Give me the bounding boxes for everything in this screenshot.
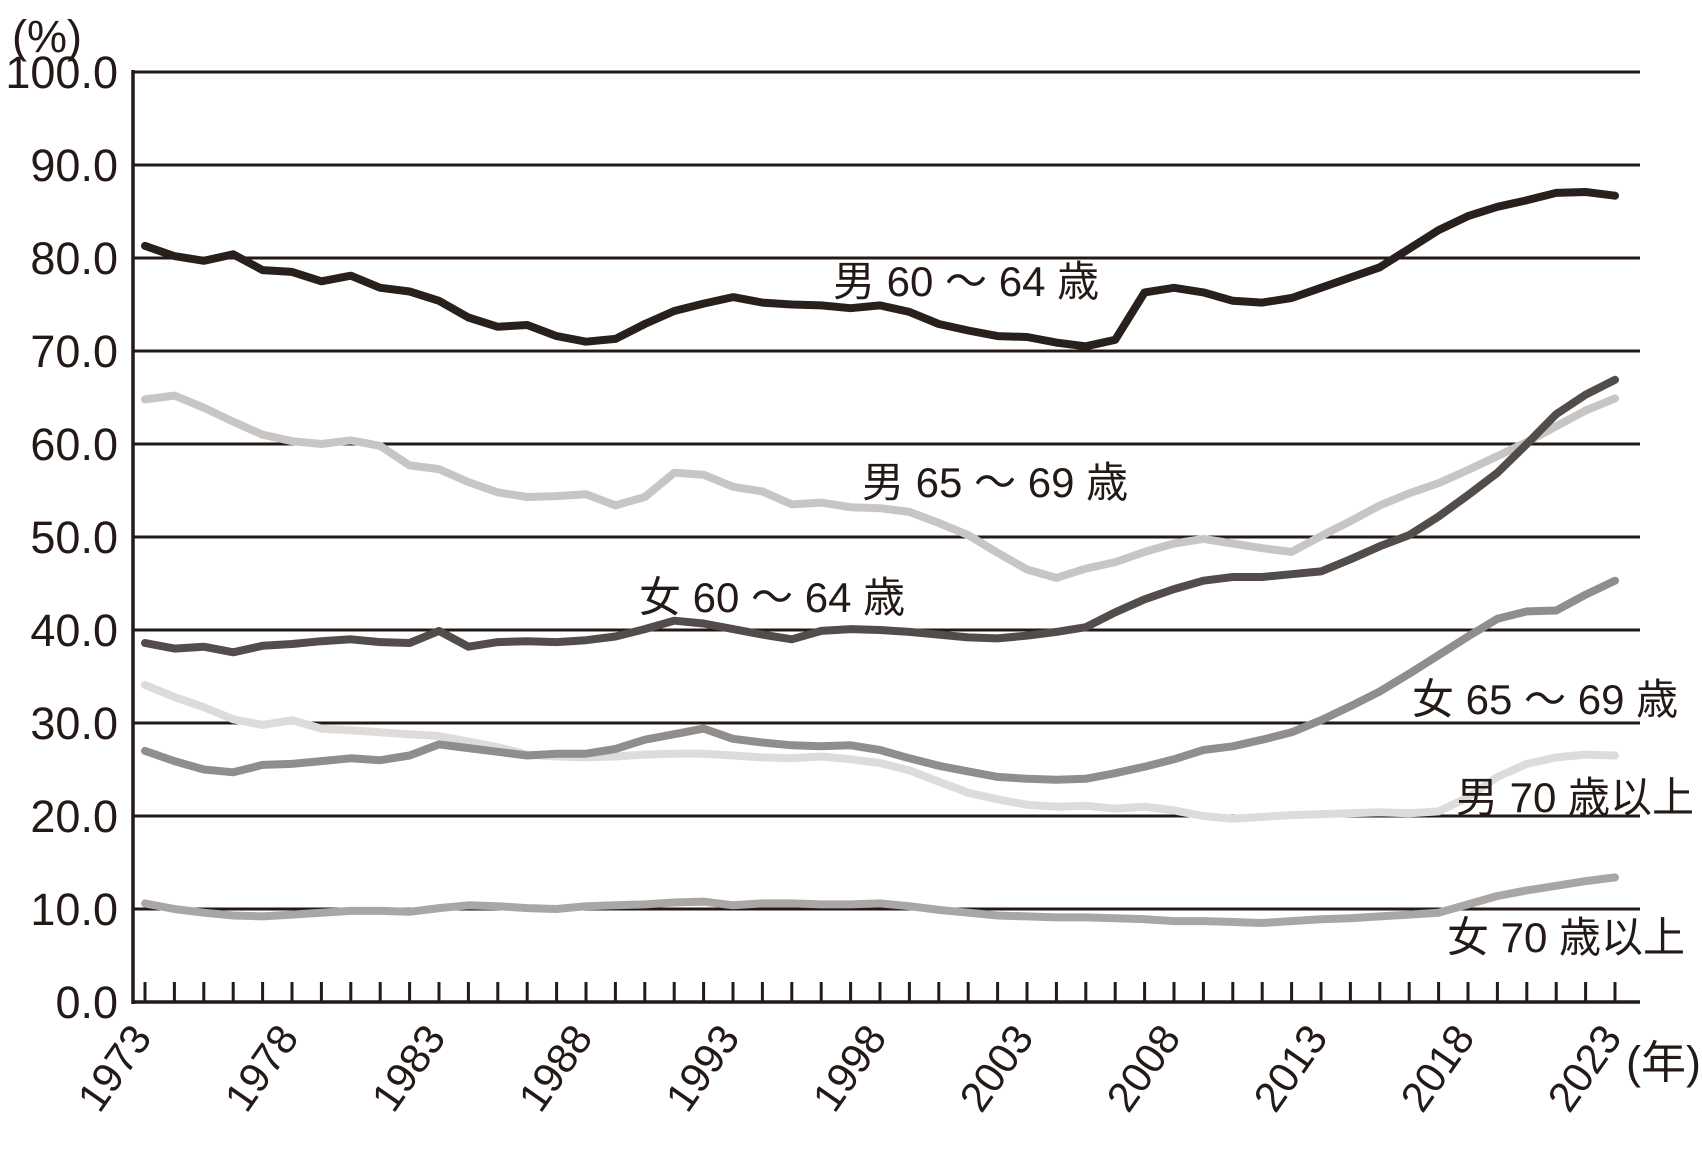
x-tick-label-2008: 2008	[1097, 1016, 1189, 1119]
series-line-men-65-69	[141, 391, 1619, 582]
x-tick-label-1998: 1998	[803, 1016, 895, 1119]
series-label-women-65-69: 女 65 ～ 69 歳	[1412, 676, 1678, 723]
x-tick-label-1978: 1978	[215, 1016, 307, 1119]
y-tick-label-30: 30.0	[30, 698, 118, 749]
y-axis-unit-label: (%)	[12, 11, 82, 62]
x-axis-unit-label: (年)	[1626, 1037, 1701, 1088]
x-tick-label-1988: 1988	[509, 1016, 601, 1119]
y-tick-label-100: 100.0	[5, 47, 118, 98]
y-tick-label-0: 0.0	[55, 977, 118, 1028]
x-tick-label-1993: 1993	[656, 1016, 748, 1119]
series-line-men-70-plus	[141, 680, 1619, 823]
x-tick-label-2018: 2018	[1391, 1016, 1483, 1119]
x-tick-label-2003: 2003	[950, 1016, 1042, 1119]
x-tick-label-1973: 1973	[68, 1016, 160, 1119]
series-label-women-60-64: 女 60 ～ 64 歳	[639, 574, 905, 621]
series-label-women-70-plus: 女 70 歳以上	[1447, 914, 1685, 961]
series-label-men-60-64: 男 60 ～ 64 歳	[833, 258, 1099, 305]
series-line-women-65-69	[141, 576, 1619, 784]
y-tick-label-20: 20.0	[30, 791, 118, 842]
series-layer	[141, 188, 1619, 927]
y-tick-label-80: 80.0	[30, 233, 118, 284]
series-line-women-60-64	[141, 375, 1619, 657]
y-tick-label-70: 70.0	[30, 326, 118, 377]
series-line-women-70-plus	[141, 873, 1619, 927]
series-label-men-70-plus: 男 70 歳以上	[1456, 774, 1694, 821]
x-tick-label-2023: 2023	[1538, 1016, 1630, 1119]
y-tick-label-10: 10.0	[30, 884, 118, 935]
x-tick-label-1983: 1983	[362, 1016, 454, 1119]
y-tick-label-90: 90.0	[30, 140, 118, 191]
series-label-men-65-69: 男 65 ～ 69 歳	[862, 459, 1128, 506]
y-tick-label-40: 40.0	[30, 605, 118, 656]
series-line-men-60-64	[141, 188, 1619, 351]
axis-layer	[131, 70, 1640, 1004]
x-tick-label-2013: 2013	[1244, 1016, 1336, 1119]
y-tick-label-50: 50.0	[30, 512, 118, 563]
y-tick-label-60: 60.0	[30, 419, 118, 470]
